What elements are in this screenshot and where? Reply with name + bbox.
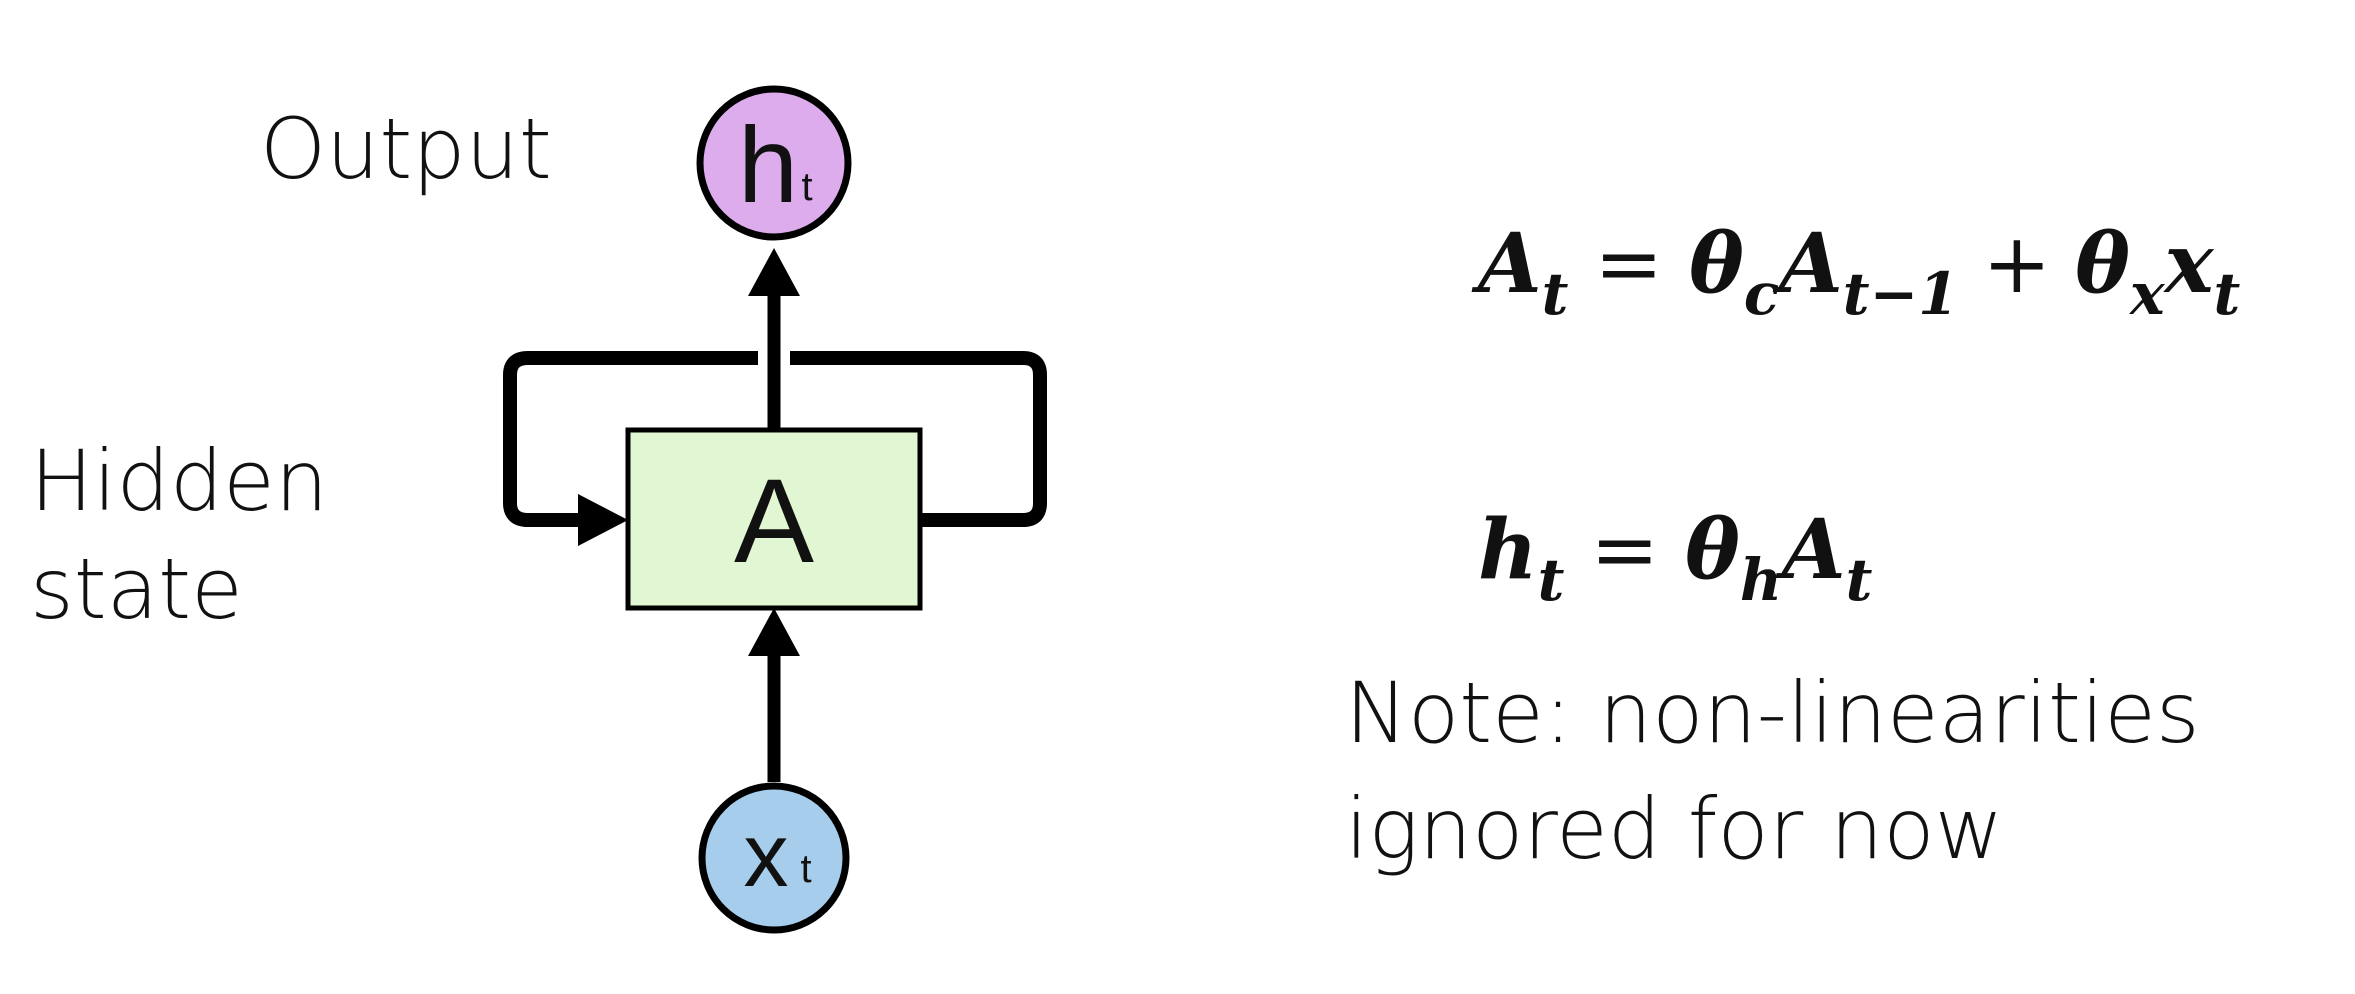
eq2-lhs: h — [1478, 502, 1538, 598]
eq1-t2-coef-sub: x — [2128, 260, 2166, 328]
eq2-var-sub: t — [1846, 546, 1873, 614]
note-line2: ignored for now — [1345, 780, 2003, 878]
note-line1: Note: non-linearities — [1345, 664, 2200, 762]
output-node — [696, 85, 852, 241]
eq1-t1-var: A — [1772, 216, 1843, 312]
eq1-t2-var-sub: t — [2213, 260, 2240, 328]
output-label: Output — [260, 100, 552, 198]
eq2-equals: = — [1590, 503, 1659, 598]
eq2-var: A — [1775, 502, 1846, 598]
input-node-main: x — [744, 806, 789, 906]
eq1-equals: = — [1594, 217, 1663, 312]
eq1-lhs: A — [1471, 216, 1542, 312]
eq1-plus: + — [1983, 217, 2052, 312]
eq1-t1-coef-sub: c — [1744, 260, 1779, 328]
equation-2: ht = θhAt — [1478, 502, 1873, 614]
hidden-state-label-line1: Hidden — [30, 432, 328, 530]
hidden-state-label-line2: state — [30, 540, 243, 638]
eq2-coef-sub: h — [1740, 546, 1782, 614]
loop-arrowhead — [578, 494, 628, 546]
equation-1: At = θcAt−1 + θxxt — [1471, 216, 2240, 328]
input-node — [698, 782, 850, 934]
eq2-coef: θ — [1685, 502, 1740, 598]
input-node-sub: t — [800, 847, 811, 891]
eq1-lhs-sub: t — [1542, 260, 1569, 328]
svg-text:At=θcAt−1+θxxt: At = θcAt−1 + θxxt — [1471, 216, 2240, 328]
output-arrowhead — [748, 248, 800, 296]
eq1-t1-var-sub: t−1 — [1843, 260, 1959, 328]
eq1-t1-coef: θ — [1689, 216, 1744, 312]
hidden-cell-label: A — [734, 454, 814, 588]
eq2-lhs-sub: t — [1538, 546, 1565, 614]
output-node-sub: t — [801, 165, 812, 209]
svg-text:ht=θhAt: ht = θhAt — [1478, 502, 1873, 614]
output-node-main: h — [738, 104, 798, 225]
eq1-t2-var: x — [2163, 216, 2215, 312]
eq1-t2-coef: θ — [2075, 216, 2130, 312]
input-arrowhead — [748, 608, 800, 656]
hidden-cell — [625, 427, 923, 611]
